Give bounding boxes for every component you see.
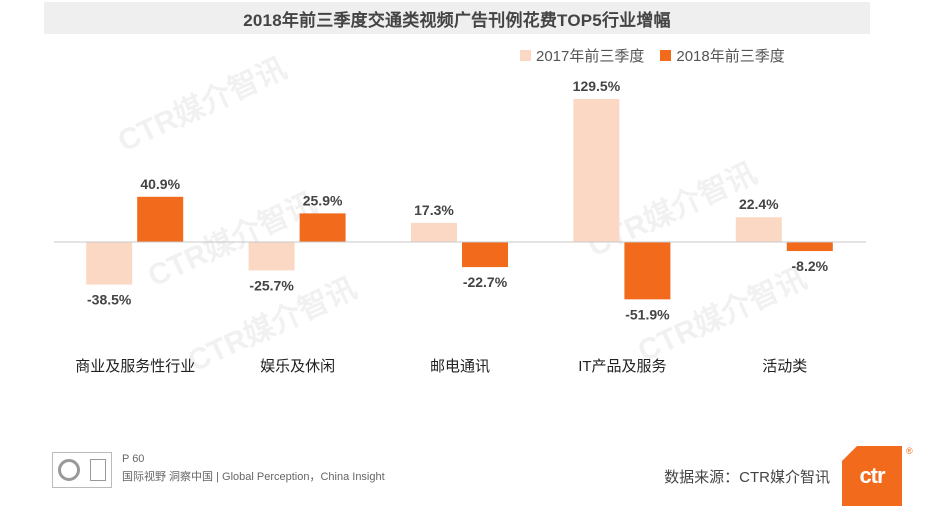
category-label-3: IT产品及服务 bbox=[578, 358, 666, 375]
bar-2017-1 bbox=[248, 242, 295, 271]
registered-mark: ® bbox=[906, 446, 913, 456]
chart-title-bar: 2018年前三季度交通类视频广告刊例花费TOP5行业增幅 bbox=[44, 2, 870, 34]
tagline: 国际视野 洞察中国 | Global Perception，China Insi… bbox=[122, 471, 385, 483]
data-label-2018-4: -8.2% bbox=[792, 258, 829, 274]
data-label-2018-1: 25.9% bbox=[303, 192, 343, 208]
data-label-2018-3: -51.9% bbox=[625, 306, 670, 322]
legend-swatch-2017 bbox=[520, 50, 531, 61]
data-label-2017-3: 129.5% bbox=[573, 78, 621, 94]
cert-mark-icon bbox=[90, 459, 106, 481]
chart-title: 2018年前三季度交通类视频广告刊例花费TOP5行业增幅 bbox=[243, 10, 671, 30]
bar-2018-3 bbox=[624, 242, 671, 300]
category-label-0: 商业及服务性行业 bbox=[75, 358, 195, 375]
data-label-2018-2: -22.7% bbox=[463, 274, 508, 290]
bar-2018-1 bbox=[299, 213, 346, 242]
bar-2018-2 bbox=[462, 242, 508, 268]
legend-label-2017: 2017年前三季度 bbox=[536, 48, 645, 65]
certification-badges bbox=[52, 452, 112, 488]
data-label-2018-0: 40.9% bbox=[140, 176, 180, 192]
bar-2018-4 bbox=[786, 242, 833, 252]
footer-text: P 60 国际视野 洞察中国 | Global Perception，China… bbox=[122, 452, 385, 488]
ctr-logo: ctr bbox=[842, 446, 902, 506]
legend: 2017年前三季度 2018年前三季度 bbox=[520, 45, 801, 66]
legend-item-2017: 2017年前三季度 bbox=[520, 45, 644, 66]
bar-2017-4 bbox=[735, 217, 782, 242]
footer-left: P 60 国际视野 洞察中国 | Global Perception，China… bbox=[52, 452, 385, 488]
bar-chart: -38.5% 40.9% 商业及服务性行业 -25.7% 25.9% 娱乐及休闲 17.3%… bbox=[54, 78, 866, 375]
sgs-seal-icon bbox=[58, 459, 80, 481]
data-source: 数据来源：CTR媒介智讯 bbox=[664, 469, 830, 486]
bar-2018-0 bbox=[137, 196, 184, 242]
category-label-2: 邮电通讯 bbox=[430, 358, 490, 375]
bar-2017-3 bbox=[573, 98, 620, 242]
category-label-4: 活动类 bbox=[762, 358, 807, 375]
page-number: P 60 bbox=[122, 453, 145, 465]
category-label-1: 娱乐及休闲 bbox=[260, 358, 335, 375]
legend-swatch-2018 bbox=[660, 50, 672, 61]
bar-2017-2 bbox=[411, 222, 457, 242]
data-label-2017-0: -38.5% bbox=[87, 292, 132, 308]
bar-2017-0 bbox=[86, 242, 133, 285]
legend-item-2018: 2018年前三季度 bbox=[660, 45, 785, 66]
legend-label-2018: 2018年前三季度 bbox=[676, 48, 785, 65]
data-label-2017-2: 17.3% bbox=[414, 202, 454, 218]
data-label-2017-4: 22.4% bbox=[739, 196, 779, 212]
data-label-2017-1: -25.7% bbox=[249, 277, 294, 293]
